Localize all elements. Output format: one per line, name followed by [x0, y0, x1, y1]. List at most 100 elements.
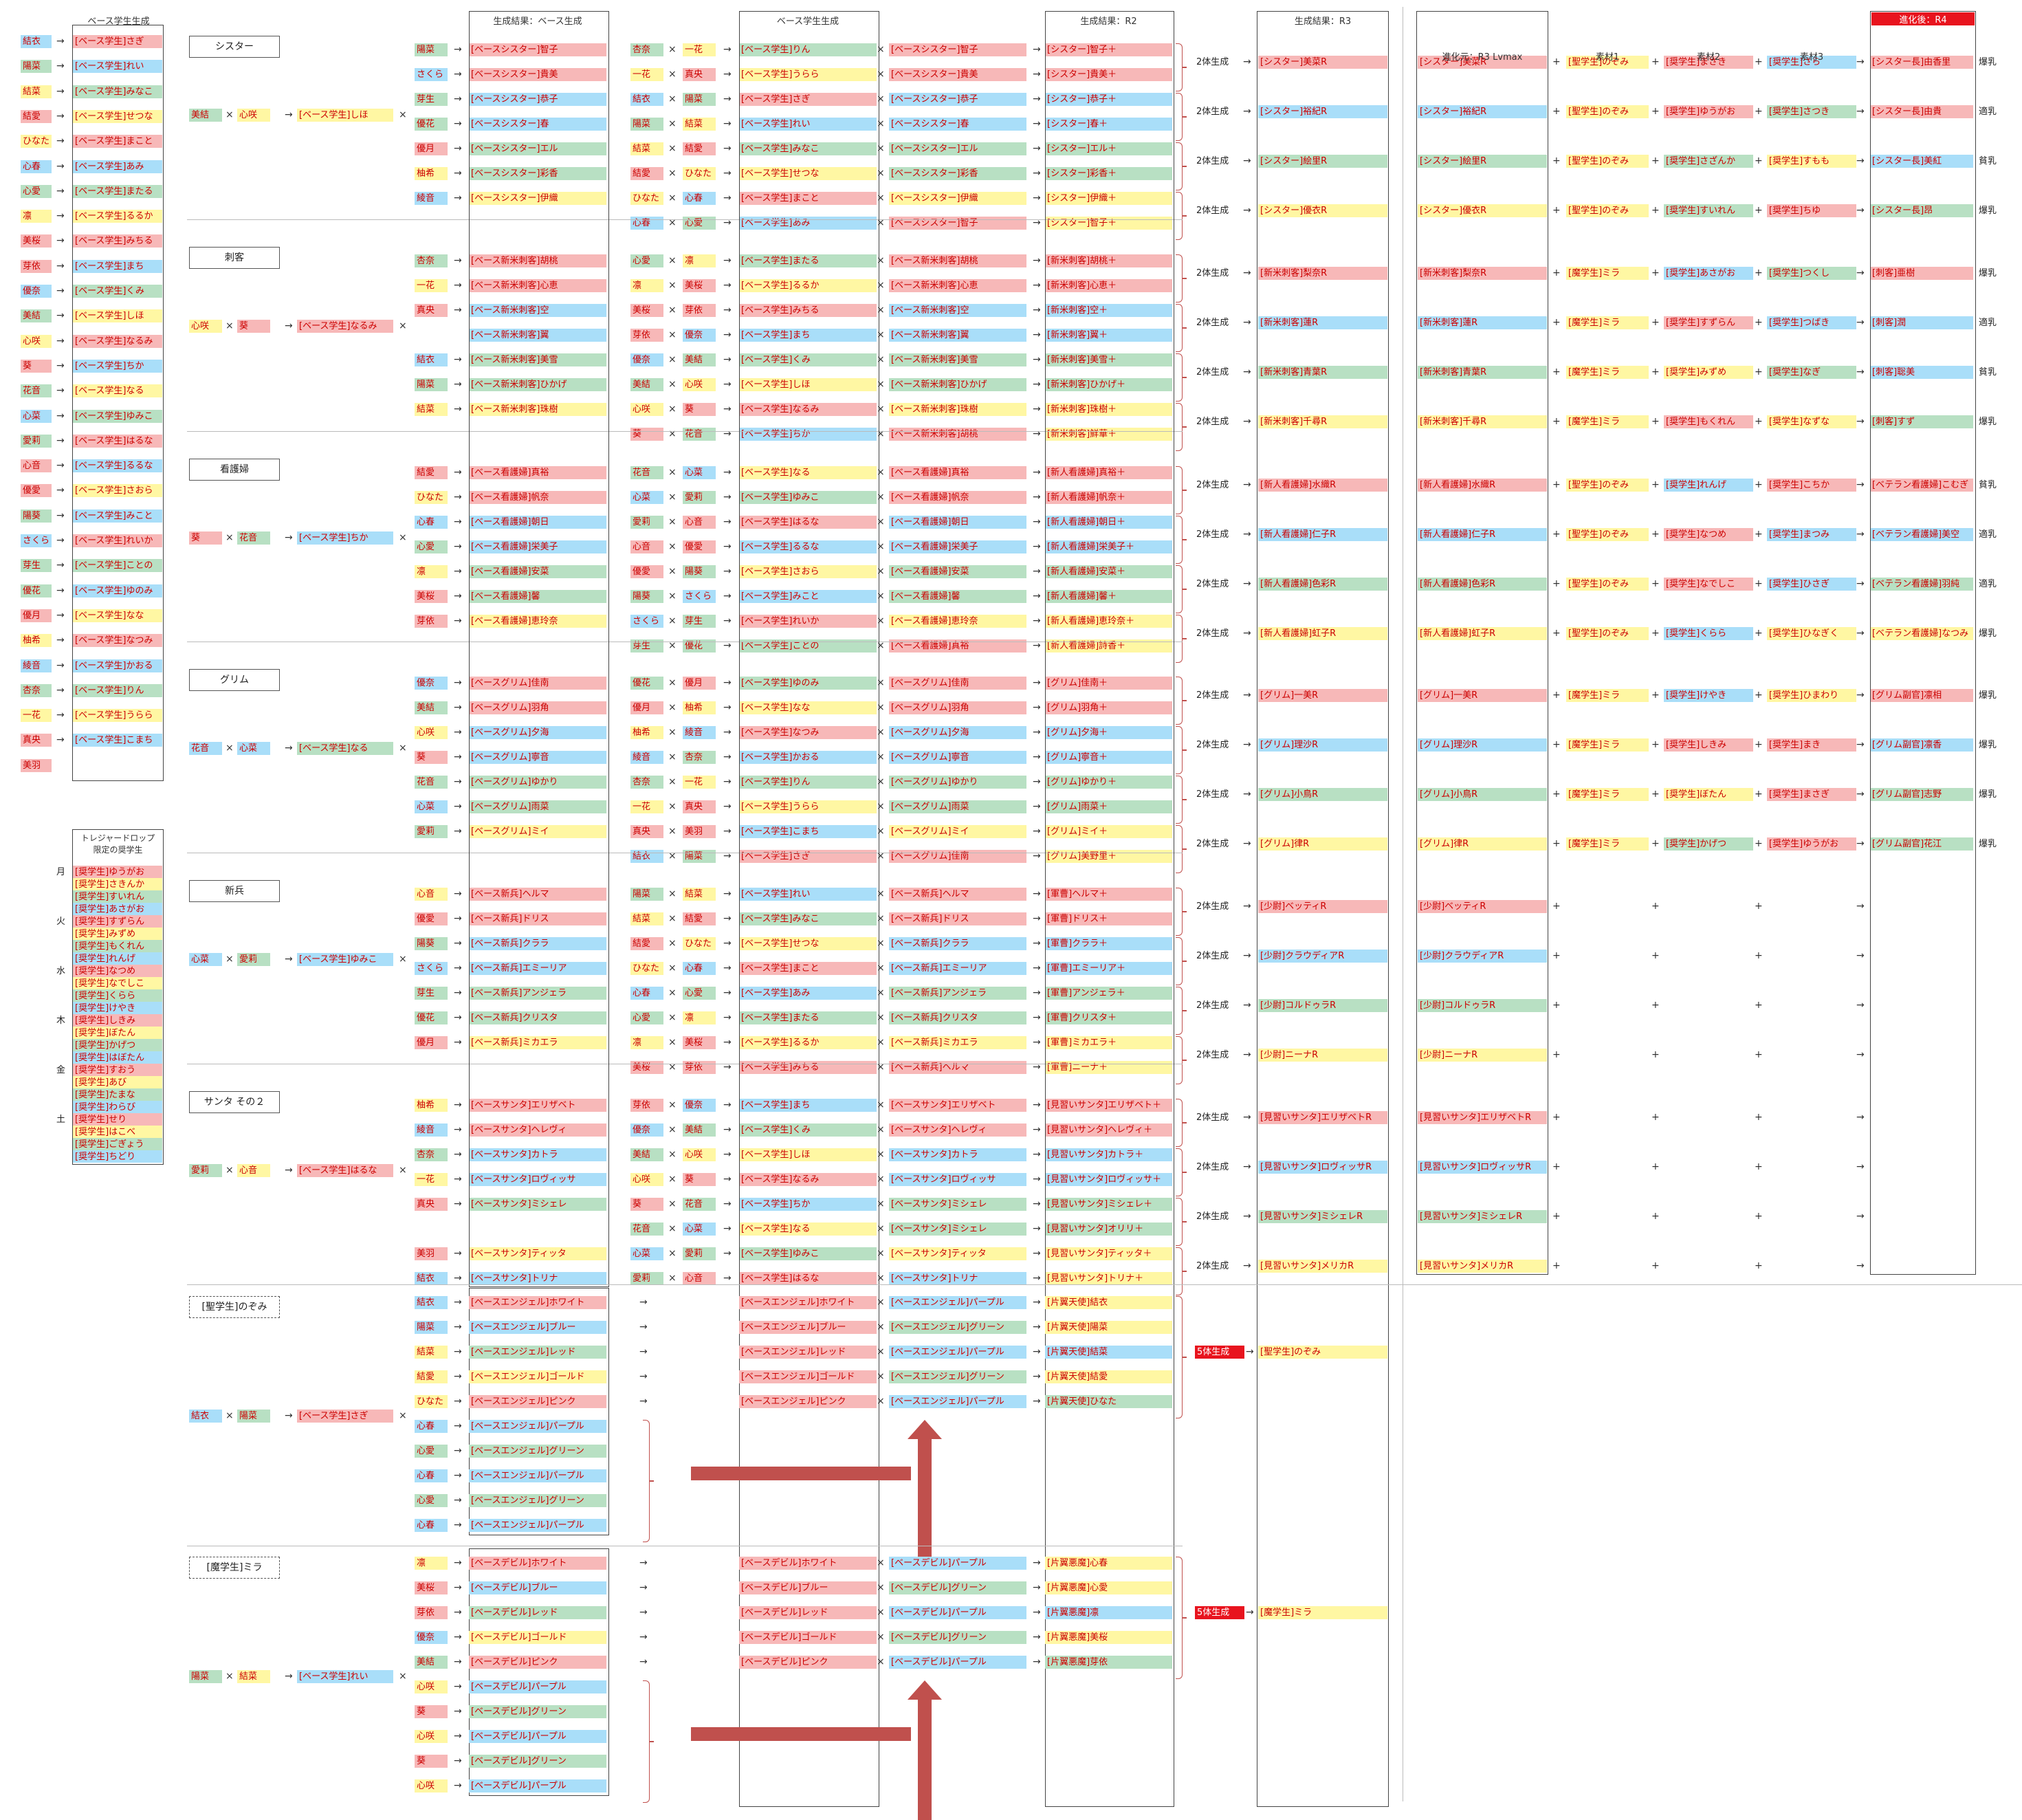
operator: × — [877, 1557, 885, 1568]
base-gen-result: [ベースエンジェル]レッド — [469, 1346, 606, 1359]
base-student: [ベース学生]るるか — [739, 279, 877, 292]
r2-result: [見習いサンタ]トリナ＋ — [1045, 1272, 1172, 1285]
operator: + — [1552, 1260, 1561, 1271]
left-name: 柚希 — [21, 634, 52, 648]
left-result: [ベース学生]みなこ — [73, 85, 162, 98]
flow-arrow-head — [908, 1680, 942, 1700]
base-gen-result: [ベースグリム]羽角 — [469, 701, 606, 714]
base-cls: [ベースサンタ]ヘレヴィ — [889, 1123, 1026, 1137]
operator: + — [1755, 789, 1763, 800]
r2-result: [片翼天使]ひなた — [1045, 1395, 1172, 1408]
left-result: [ベース学生]ことの — [73, 559, 162, 573]
column-frame — [1870, 11, 1976, 1275]
r2-result: [見習いサンタ]オリリ＋ — [1045, 1223, 1172, 1236]
operator: → — [1856, 106, 1865, 117]
gen2-label: 2体生成 — [1196, 1000, 1229, 1011]
base-student: [ベース学生]うらら — [739, 800, 877, 813]
operator: × — [877, 1198, 885, 1209]
operator: × — [399, 743, 407, 754]
operator: → — [454, 516, 462, 527]
operator: × — [226, 743, 234, 754]
left-name: 芽生 — [21, 559, 52, 573]
arrow: → — [56, 410, 65, 421]
operator: × — [877, 1273, 885, 1284]
base-student: [ベース学生]うらら — [739, 68, 877, 81]
operator: → — [454, 963, 462, 974]
base-cls-b: [ベースエンジェル]グリーン — [889, 1321, 1026, 1334]
mate-c: 優月 — [683, 677, 716, 690]
left-result: [ベース学生]せつな — [73, 109, 162, 123]
base-cls: [ベースエンジェル]ホワイト — [739, 1296, 877, 1309]
parent-base: [ベース学生]はるな — [297, 1164, 393, 1177]
left-result: [ベース学生]ちか — [73, 359, 162, 373]
operator: + — [1755, 1260, 1763, 1271]
treasure-item: [奨学生]すずらん — [73, 915, 162, 928]
group-brace — [1176, 987, 1183, 1035]
operator: + — [1552, 1161, 1561, 1172]
group-brace — [1176, 1296, 1183, 1418]
treasure-item: [奨学生]もくれん — [73, 940, 162, 952]
mate-b: 心愛 — [630, 254, 663, 267]
r2-result: [新人看護婦]詩香＋ — [1045, 639, 1172, 653]
material-2: [奨学生]みずめ — [1664, 366, 1753, 379]
material-3: [奨学生]なぎ — [1767, 366, 1856, 379]
arrow: → — [56, 36, 65, 47]
base-student: [ベース学生]なる — [739, 1223, 877, 1236]
operator: → — [723, 776, 732, 787]
base-gen-result: [ベースシスター]春 — [469, 118, 606, 131]
category-title: グリム — [189, 669, 280, 691]
mate-a: 優月 — [415, 1036, 448, 1049]
base-gen-result: [ベースシスター]恭子 — [469, 93, 606, 106]
bust-label: 爆乳 — [1979, 839, 1997, 849]
mate-a: 優花 — [415, 118, 448, 131]
mate-c: 花音 — [683, 428, 716, 441]
mate-c: 心菜 — [683, 466, 716, 479]
mate-b: 柚希 — [630, 726, 663, 739]
base-cls: [ベース看護婦]真裕 — [889, 466, 1026, 479]
operator: × — [877, 44, 885, 55]
operator: × — [877, 1396, 885, 1407]
mate-b: 優月 — [630, 701, 663, 714]
operator: × — [668, 1037, 677, 1048]
r2-result: [新米刺客]翼＋ — [1045, 329, 1172, 342]
base-gen-result: [ベース新兵]ヘルマ — [469, 888, 606, 901]
group-brace-tip — [1183, 589, 1187, 590]
group-brace — [1176, 1099, 1183, 1147]
operator: × — [668, 1099, 677, 1110]
operator: → — [639, 1297, 648, 1308]
operator: → — [454, 1681, 462, 1692]
operator: → — [1033, 1062, 1041, 1073]
mate-c: ひなた — [683, 167, 716, 180]
base-cls-b: [ベースエンジェル]パープル — [889, 1296, 1026, 1309]
evo-source: [シスター]絵里R — [1418, 155, 1547, 168]
operator: → — [723, 1062, 732, 1073]
category-title: 看護婦 — [189, 459, 280, 481]
evo-after: [ベテラン看護婦]こむぎ — [1870, 479, 1973, 492]
operator: → — [723, 1248, 732, 1259]
base-gen-result: [ベースサンタ]ヘレヴィ — [469, 1123, 606, 1137]
operator: → — [1033, 516, 1041, 527]
arrow: → — [56, 710, 65, 721]
r2-result: [シスター]恭子＋ — [1045, 93, 1172, 106]
operator: → — [454, 404, 462, 415]
left-name: ひなた — [21, 135, 52, 149]
mate-a: 一花 — [415, 279, 448, 292]
operator: → — [1243, 1260, 1251, 1271]
operator: → — [1243, 1161, 1251, 1172]
base-student: [ベース学生]なるみ — [739, 1173, 877, 1186]
operator: + — [1651, 1112, 1660, 1123]
arrow: → — [56, 535, 65, 546]
mate-a: 芽生 — [415, 987, 448, 1000]
r2-result: [片翼天使]結衣 — [1045, 1296, 1172, 1309]
operator: → — [454, 826, 462, 837]
operator: → — [1033, 1396, 1041, 1407]
base-gen-result: [ベースサンタ]ティッタ — [469, 1247, 606, 1260]
evo-source: [新米刺客]千尋R — [1418, 415, 1547, 428]
operator: → — [1856, 479, 1865, 490]
mate-a: 結衣 — [415, 1296, 448, 1309]
base-gen-result: [ベース新兵]クララ — [469, 937, 606, 950]
operator: + — [1552, 479, 1561, 490]
operator: → — [1033, 280, 1041, 291]
material-3: [奨学生]ちゆ — [1767, 204, 1856, 217]
